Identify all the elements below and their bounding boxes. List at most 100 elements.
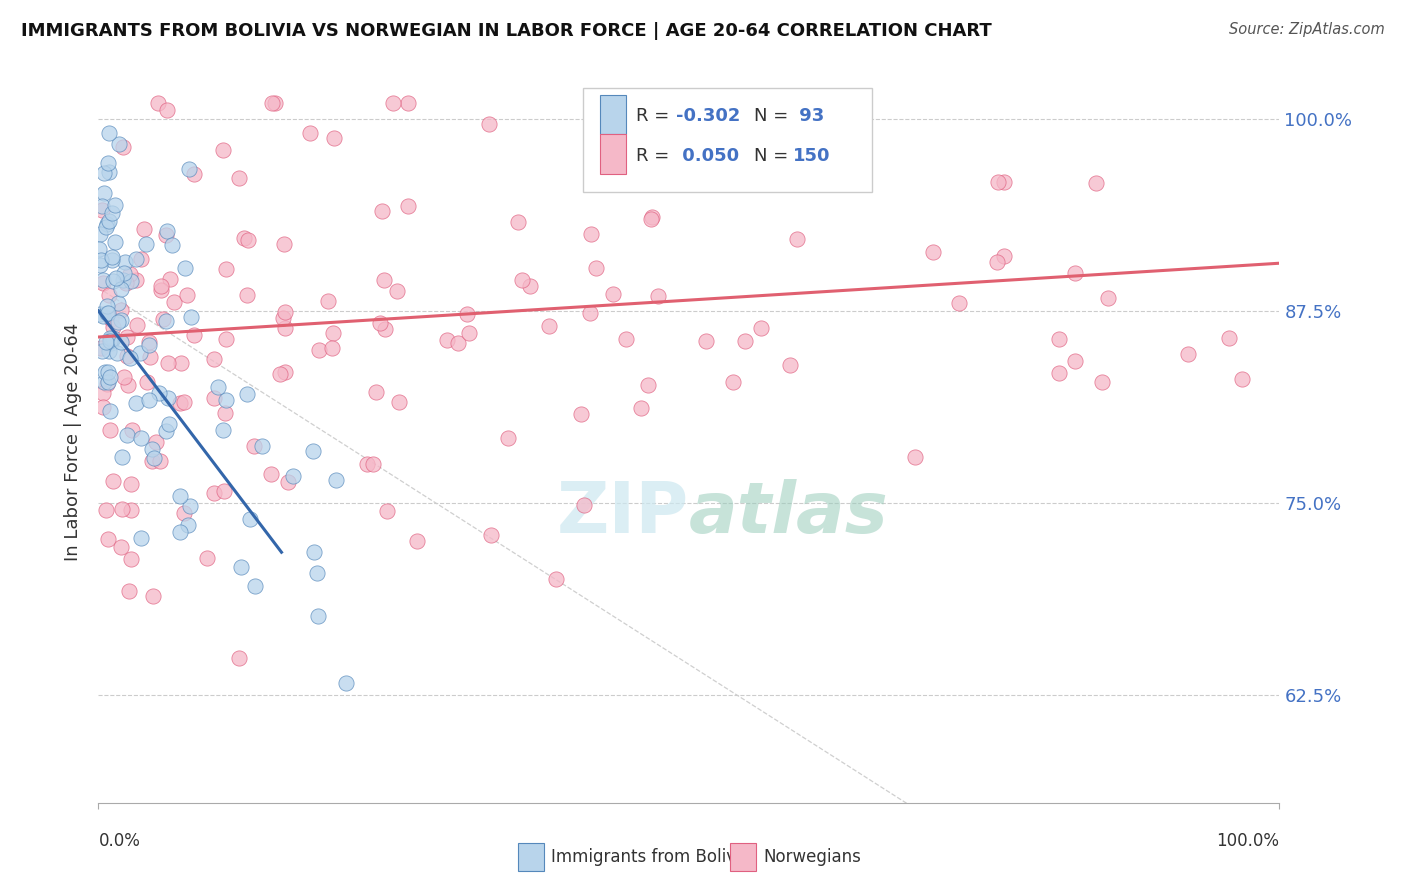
Point: [302, 545, 325, 559]
Point: [274, 304, 297, 318]
Point: [260, 467, 283, 481]
Point: [100, 334, 122, 348]
Text: R =: R =: [636, 147, 675, 165]
Point: [120, 275, 142, 289]
Point: [117, 428, 139, 442]
Point: [98, 369, 121, 384]
Point: [388, 395, 411, 409]
Point: [600, 141, 623, 155]
Point: [519, 279, 541, 293]
Point: [131, 252, 153, 266]
Bar: [600, 135, 626, 174]
Point: [117, 378, 139, 392]
Point: [235, 288, 257, 302]
Point: [614, 174, 637, 188]
Point: [374, 322, 396, 336]
Point: [97, 156, 120, 170]
Point: [101, 331, 124, 345]
Point: [269, 367, 291, 381]
Point: [174, 261, 197, 276]
Text: N =: N =: [754, 147, 794, 165]
Point: [986, 175, 1008, 189]
Text: IMMIGRANTS FROM BOLIVIA VS NORWEGIAN IN LABOR FORCE | AGE 20-64 CORRELATION CHAR: IMMIGRANTS FROM BOLIVIA VS NORWEGIAN IN …: [21, 22, 991, 40]
Point: [124, 273, 146, 287]
Point: [202, 351, 225, 366]
Point: [96, 377, 118, 392]
Point: [97, 288, 120, 302]
Point: [97, 376, 120, 390]
Point: [91, 273, 114, 287]
Point: [115, 349, 138, 363]
Point: [110, 303, 132, 318]
Point: [243, 579, 266, 593]
Point: [115, 276, 138, 290]
Text: N =: N =: [754, 107, 794, 126]
Point: [215, 261, 238, 276]
Point: [212, 483, 235, 498]
Text: Norwegians: Norwegians: [763, 848, 862, 866]
Text: R =: R =: [636, 107, 675, 126]
Point: [183, 328, 205, 343]
Point: [125, 318, 148, 332]
Point: [93, 166, 115, 180]
Point: [308, 343, 330, 358]
Point: [111, 450, 134, 465]
Point: [93, 375, 115, 389]
Point: [1097, 291, 1119, 305]
Point: [242, 439, 264, 453]
Point: [322, 131, 344, 145]
Point: [546, 572, 568, 586]
Point: [98, 126, 121, 140]
Point: [91, 309, 114, 323]
Text: atlas: atlas: [689, 479, 889, 549]
Point: [111, 502, 134, 516]
Point: [107, 137, 129, 152]
Point: [89, 258, 111, 272]
Point: [120, 502, 142, 516]
Point: [277, 475, 299, 489]
Point: [779, 358, 801, 372]
Point: [132, 221, 155, 235]
Point: [120, 476, 142, 491]
Point: [104, 235, 127, 250]
Point: [236, 386, 259, 401]
Point: [986, 255, 1008, 269]
Point: [239, 512, 262, 526]
Point: [179, 499, 201, 513]
Point: [93, 400, 115, 414]
Point: [93, 186, 115, 201]
Point: [396, 96, 419, 111]
Point: [155, 314, 177, 328]
Point: [640, 211, 662, 226]
Point: [579, 306, 602, 320]
Point: [149, 284, 172, 298]
Point: [142, 589, 165, 603]
Point: [100, 423, 122, 437]
Point: [263, 96, 285, 111]
Point: [96, 502, 118, 516]
Point: [207, 380, 229, 394]
Point: [1064, 266, 1087, 280]
Point: [260, 96, 283, 111]
Point: [405, 533, 427, 548]
Point: [90, 253, 112, 268]
Point: [90, 341, 112, 355]
Point: [120, 552, 142, 566]
Point: [111, 273, 134, 287]
Point: [1218, 331, 1240, 345]
Point: [377, 503, 399, 517]
Point: [179, 161, 201, 176]
Point: [169, 396, 191, 410]
Point: [281, 469, 304, 483]
Point: [252, 439, 274, 453]
Point: [993, 249, 1015, 263]
Point: [574, 498, 596, 512]
Point: [1047, 366, 1070, 380]
Point: [104, 198, 127, 212]
Point: [229, 560, 252, 574]
Point: [118, 267, 141, 281]
Point: [155, 227, 177, 242]
Point: [1047, 332, 1070, 346]
Point: [91, 276, 114, 290]
Point: [614, 332, 637, 346]
